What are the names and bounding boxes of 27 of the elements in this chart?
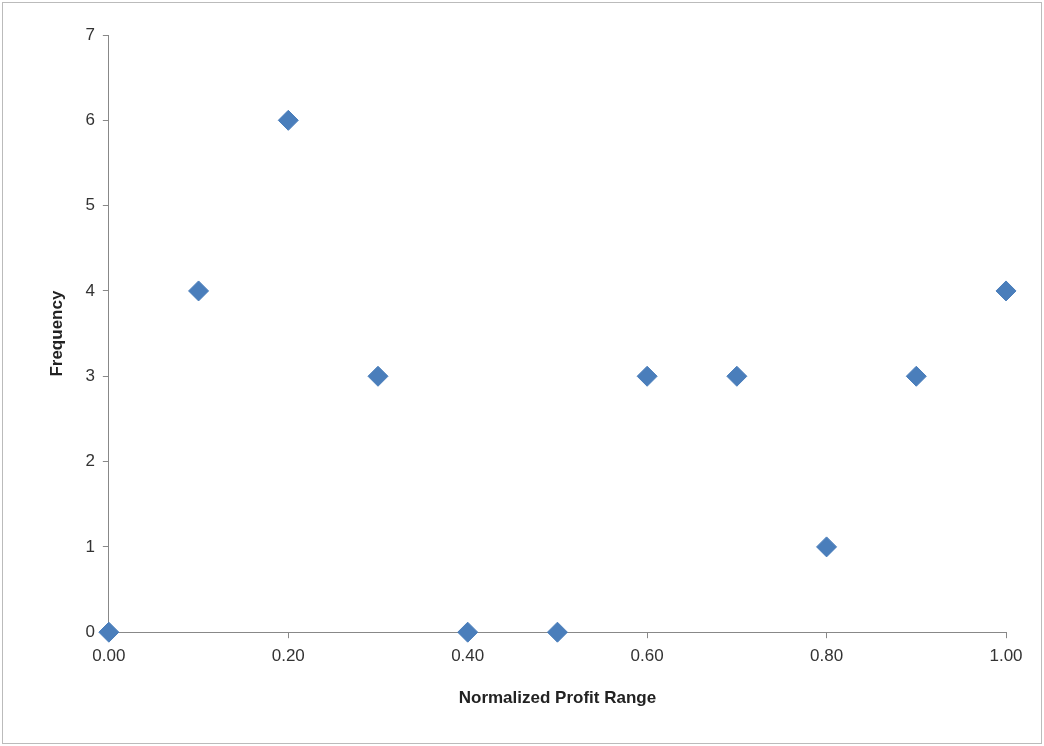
x-tick-label: 0.60 bbox=[630, 646, 664, 666]
point bbox=[367, 365, 389, 387]
point bbox=[98, 621, 120, 643]
x-axis-title: Normalized Profit Range bbox=[458, 688, 657, 708]
x-tick-label: 1.00 bbox=[989, 646, 1023, 666]
y-tick-label: 2 bbox=[85, 451, 95, 471]
point bbox=[816, 536, 838, 558]
x-tick-label: 0.00 bbox=[92, 646, 126, 666]
y-tick-label: 0 bbox=[85, 621, 95, 641]
point bbox=[636, 365, 658, 387]
y-tick-label: 4 bbox=[85, 280, 95, 300]
point bbox=[188, 280, 210, 302]
y-tick-label: 6 bbox=[85, 110, 95, 129]
x-tick-label: 0.40 bbox=[451, 646, 485, 666]
point bbox=[457, 621, 479, 643]
point bbox=[905, 365, 927, 387]
point bbox=[995, 280, 1017, 302]
y-tick-label: 1 bbox=[85, 536, 95, 556]
y-tick-label: 7 bbox=[85, 24, 95, 44]
x-tick-label: 0.80 bbox=[810, 646, 844, 666]
y-tick-label: 3 bbox=[85, 365, 95, 385]
y-axis-title: Frequency bbox=[46, 290, 66, 377]
point bbox=[277, 109, 299, 131]
y-tick-label: 5 bbox=[85, 195, 95, 215]
x-tick-label: 0.20 bbox=[271, 646, 305, 666]
point bbox=[726, 365, 748, 387]
point bbox=[546, 621, 568, 643]
